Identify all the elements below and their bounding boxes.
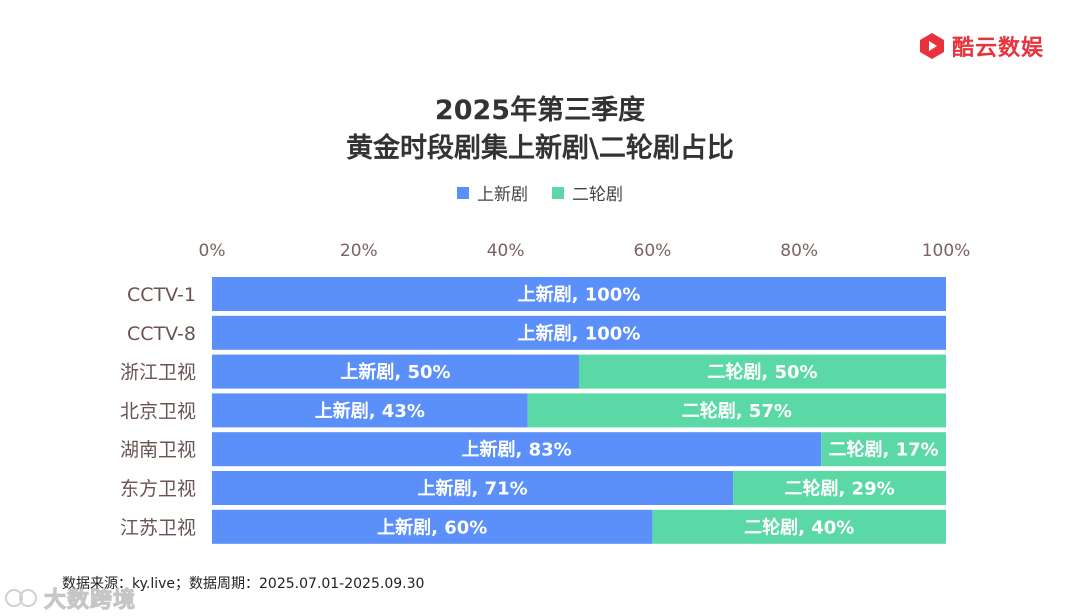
x-tick-label: 100%: [922, 241, 971, 261]
x-tick-label: 20%: [340, 241, 378, 261]
x-tick-label: 40%: [487, 241, 525, 261]
bar-data-label: 二轮剧, 50%: [707, 361, 817, 383]
watermark: 大数跨境: [4, 582, 136, 614]
brand-name: 酷云数娱: [952, 36, 1045, 61]
legend-label-new: 上新剧: [477, 185, 528, 205]
bar-segment: [212, 471, 734, 505]
bar-data-label: 二轮剧, 57%: [682, 400, 792, 422]
bar-data-label: 上新剧, 71%: [417, 478, 527, 500]
brand-logo: 酷云数娱: [918, 30, 1044, 62]
bar-segment: [212, 315, 946, 350]
bar-data-label: 上新剧, 100%: [518, 322, 641, 344]
bar-segment: [821, 432, 946, 467]
bar-segment: [212, 432, 822, 467]
legend-swatch-new: [457, 186, 469, 199]
watermark-icon: [5, 589, 37, 607]
bar-segment: [579, 354, 946, 389]
legend-label-rerun: 二轮剧: [572, 185, 623, 205]
bar-segment: [733, 471, 946, 505]
bar-data-label: 上新剧, 43%: [315, 400, 425, 422]
bar-data-label: 上新剧, 83%: [462, 439, 572, 461]
bar-segment: [212, 509, 653, 544]
data-source-note: 数据来源：ky.live；数据周期：2025.07.01-2025.09.30: [62, 576, 425, 592]
chart-title-line1: 2025年第三季度: [434, 95, 646, 126]
bar-segment: [527, 393, 946, 428]
bar-data-label: 上新剧, 50%: [340, 361, 450, 383]
chart-legend: 上新剧 二轮剧: [0, 180, 1080, 205]
category-label: 东方卫视: [120, 478, 196, 500]
chart-title-line2: 黄金时段剧集上新剧\二轮剧占比: [346, 133, 734, 164]
bar-data-label: 上新剧, 100%: [518, 284, 641, 306]
bar-data-label: 上新剧, 60%: [377, 516, 487, 538]
bar-segment: [212, 277, 946, 311]
bar-data-label: 二轮剧, 17%: [829, 439, 939, 461]
brand-logo-icon: [920, 33, 944, 59]
category-label: CCTV-8: [127, 323, 196, 345]
watermark-text: 大数跨境: [43, 588, 137, 614]
x-tick-label: 80%: [780, 241, 818, 261]
category-label: 江苏卫视: [120, 517, 196, 539]
category-label: 浙江卫视: [120, 362, 196, 384]
bar-segment: [212, 393, 528, 428]
bar-data-label: 二轮剧, 40%: [744, 516, 854, 538]
bar-data-label: 二轮剧, 29%: [784, 478, 894, 500]
category-label: 湖南卫视: [120, 439, 196, 461]
legend-item-rerun: 二轮剧: [552, 180, 623, 205]
x-tick-label: 0%: [199, 241, 226, 261]
category-label: CCTV-1: [127, 284, 196, 306]
x-tick-label: 60%: [634, 241, 672, 261]
bar-segment: [212, 354, 579, 389]
legend-item-new: 上新剧: [457, 180, 528, 205]
bar-segment: [652, 509, 946, 544]
category-label: 北京卫视: [120, 400, 196, 422]
legend-swatch-rerun: [552, 186, 564, 199]
